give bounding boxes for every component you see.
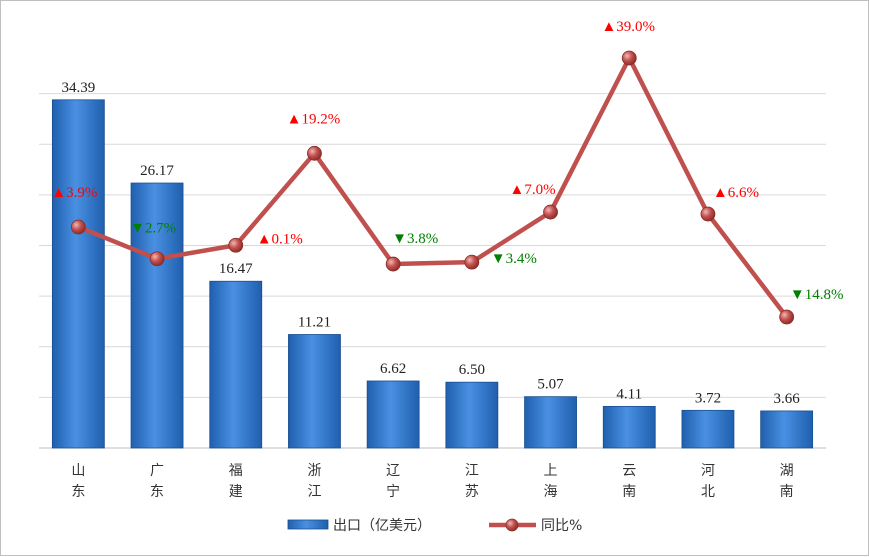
- category-label: 浙江: [307, 463, 321, 500]
- yoy-value-label: ▲3.9%: [51, 185, 97, 201]
- bar: [130, 182, 184, 449]
- yoy-point: [228, 237, 244, 253]
- bar-value-label: 26.17: [140, 163, 174, 179]
- yoy-value-label: ▼14.8%: [790, 287, 844, 303]
- yoy-value-label: ▲7.0%: [510, 182, 556, 198]
- yoy-value-label: ▲39.0%: [601, 19, 655, 35]
- bar-value-label: 6.50: [459, 362, 485, 378]
- bar-value-label: 3.72: [695, 390, 721, 406]
- category-label: 江苏: [465, 463, 479, 500]
- category-label: 福建: [229, 463, 243, 500]
- bar: [366, 380, 420, 449]
- bar-value-label: 3.66: [774, 391, 801, 407]
- category-label: 河北: [701, 463, 715, 500]
- category-label: 山东: [71, 463, 85, 500]
- bar-value-label: 6.62: [380, 361, 406, 377]
- category-label: 云南: [622, 463, 636, 500]
- yoy-value-label: ▼2.7%: [130, 221, 176, 237]
- category-label: 上海: [544, 463, 558, 500]
- yoy-value-label: ▲19.2%: [287, 111, 341, 127]
- yoy-point: [621, 50, 637, 66]
- legend-line-marker: [505, 518, 519, 532]
- bar-value-label: 16.47: [219, 261, 253, 277]
- bar: [209, 280, 263, 449]
- yoy-point: [700, 206, 716, 222]
- bar: [51, 99, 105, 449]
- bar-value-label: 11.21: [298, 314, 331, 330]
- yoy-value-label: ▲6.6%: [713, 185, 759, 201]
- bar-series: [51, 99, 814, 449]
- bar-value-label: 5.07: [537, 377, 564, 393]
- bar: [760, 410, 814, 449]
- bar: [288, 334, 341, 449]
- yoy-value-label: ▼3.8%: [392, 231, 438, 247]
- bar: [445, 381, 499, 449]
- legend-bar-swatch: [287, 519, 329, 530]
- legend-bar-label: 出口（亿美元）: [333, 518, 431, 534]
- yoy-point: [307, 145, 322, 161]
- category-label: 广东: [150, 463, 164, 500]
- bar-data-labels: 34.39 26.17 16.47 11.21 6.62 6.50 5.07 4.11 3.72…: [61, 80, 800, 407]
- yoy-point: [543, 204, 558, 220]
- category-label: 湖南: [780, 463, 794, 500]
- bar: [524, 396, 577, 449]
- yoy-point: [385, 256, 401, 272]
- bar: [681, 409, 735, 449]
- yoy-line-series: [70, 50, 795, 325]
- yoy-point: [464, 254, 480, 270]
- legend: 出口（亿美元） 同比%: [287, 518, 582, 534]
- bar: [602, 405, 656, 449]
- yoy-data-labels: ▲3.9% ▼2.7% ▲0.1% ▲19.2% ▼3.8% ▼3.4% ▲7.0% ▲39.…: [51, 19, 843, 303]
- yoy-point: [70, 219, 86, 235]
- legend-line-label: 同比%: [541, 518, 582, 534]
- category-axis-labels: 山东 广东 福建 浙江 辽宁 江苏 上海 云南 河北 湖南: [71, 463, 793, 500]
- yoy-value-label: ▼3.4%: [491, 251, 537, 267]
- bar-value-label: 34.39: [61, 80, 95, 96]
- yoy-line: [77, 55, 789, 319]
- yoy-point: [779, 309, 795, 325]
- category-label: 辽宁: [386, 463, 400, 500]
- yoy-point: [149, 251, 165, 267]
- bar-value-label: 4.11: [616, 386, 642, 402]
- yoy-value-label: ▲0.1%: [257, 231, 303, 247]
